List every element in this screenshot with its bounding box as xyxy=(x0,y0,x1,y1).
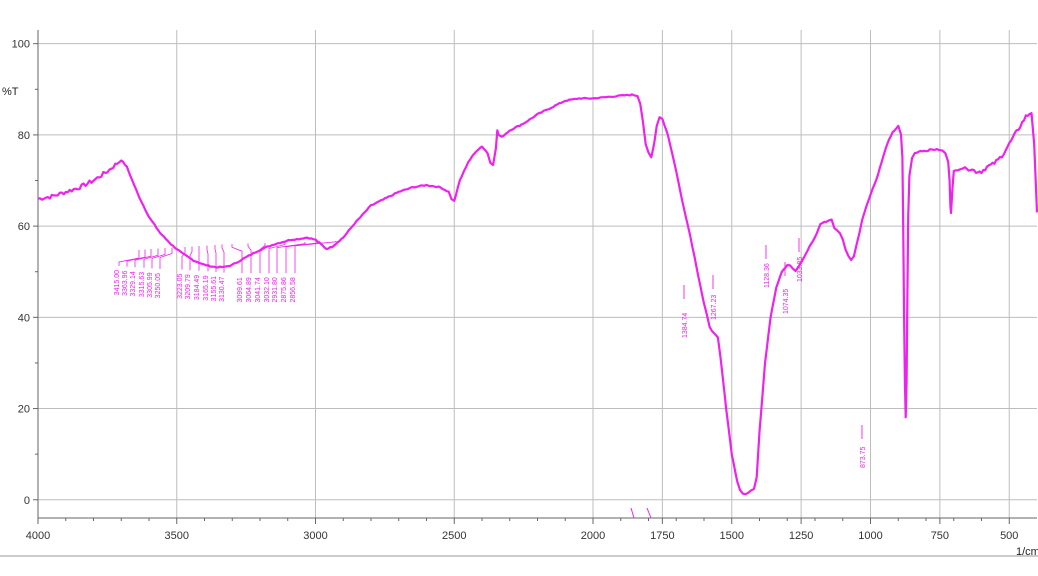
peak-label: 1033.85 xyxy=(797,257,804,282)
peak-label: 3041.74 xyxy=(255,277,262,302)
series-layer xyxy=(37,93,1038,496)
peak-label: 3329.14 xyxy=(130,271,137,296)
peak-label: 1128.36 xyxy=(764,263,771,288)
peak-label: 2875.86 xyxy=(281,277,288,302)
x-tick-label: 1000 xyxy=(858,530,882,542)
x-tick-label: 2000 xyxy=(581,530,605,542)
y-axis-ticks: 0 20 40 60 80 100 xyxy=(12,39,38,507)
peak-label: 1074.35 xyxy=(783,289,790,314)
x-tick-label: 3500 xyxy=(165,530,189,542)
y-tick-label: 60 xyxy=(18,221,30,233)
y-tick-label: 20 xyxy=(18,404,30,416)
x-tick-label: 500 xyxy=(1000,530,1018,542)
x-tick-label: 4000 xyxy=(26,530,50,542)
peak-leader xyxy=(134,249,152,268)
peak-leader xyxy=(214,245,217,272)
y-tick-label: 80 xyxy=(18,130,30,142)
peak-label: 3165.19 xyxy=(203,275,210,300)
peak-leader xyxy=(143,248,159,268)
peak-label: 3032.10 xyxy=(264,277,271,302)
x-tick-label: 3000 xyxy=(303,530,327,542)
spectrum-line xyxy=(37,93,1038,496)
y-axis-label: %T xyxy=(2,86,19,98)
peak-label: 3209.79 xyxy=(185,274,192,299)
peak-label: 2856.58 xyxy=(290,277,297,302)
x-tick-label: 2500 xyxy=(442,530,466,542)
x-axis-ticks: 4000 3500 3000 2500 2000 1750 1500 1250 1000 750 5… xyxy=(26,518,1018,542)
peak-label: 3064.89 xyxy=(246,277,253,302)
peak-leader xyxy=(189,246,193,271)
peak-label: 3315.63 xyxy=(139,272,146,297)
y-tick-label: 40 xyxy=(18,312,30,324)
peak-label: 3305.99 xyxy=(147,272,154,297)
peak-leader xyxy=(221,244,225,273)
peak-leader xyxy=(118,250,140,266)
peak-leader xyxy=(259,243,266,274)
peak-label: 3099.61 xyxy=(237,277,244,302)
peak-label: 873.75 xyxy=(860,446,867,468)
peak-leader xyxy=(151,248,166,269)
peak-label: 3415.00 xyxy=(114,270,121,295)
peak-leader xyxy=(294,241,337,274)
peak-label: 1384.74 xyxy=(682,313,689,338)
x-axis-label: 1/cm xyxy=(1016,546,1038,558)
peak-labels: 3415.00 3363.96 3329.14 3315.63 3305.99 3250.… xyxy=(114,257,867,468)
peak-leader xyxy=(126,249,146,267)
peak-leader xyxy=(630,507,635,519)
y-tick-label: 0 xyxy=(24,495,30,507)
x-tick-label: 1250 xyxy=(789,530,813,542)
peak-leaders xyxy=(118,238,863,519)
x-tick-label: 1500 xyxy=(720,530,744,542)
x-tick-label: 750 xyxy=(931,530,949,542)
peak-label: 3363.96 xyxy=(122,271,129,296)
peak-label: 3184.49 xyxy=(194,275,201,300)
peak-label: 3223.05 xyxy=(177,274,184,299)
peak-label: 3155.61 xyxy=(211,276,218,301)
x-tick-label: 1750 xyxy=(650,530,674,542)
peak-leader xyxy=(646,507,652,519)
peak-leader xyxy=(268,242,286,274)
peak-label: 3130.47 xyxy=(219,277,226,302)
y-tick-label: 100 xyxy=(12,39,30,51)
peak-label: 2931.80 xyxy=(272,277,279,302)
grid xyxy=(37,30,1037,518)
peak-leader xyxy=(285,241,321,274)
peak-label: 1267.23 xyxy=(711,295,718,320)
peak-leader xyxy=(231,244,243,274)
peak-leader xyxy=(181,247,186,270)
peak-leader xyxy=(159,247,173,269)
peak-leader xyxy=(247,243,252,274)
peak-leader xyxy=(206,245,209,272)
peak-leader xyxy=(276,242,306,274)
peak-label: 3250.05 xyxy=(155,273,162,298)
